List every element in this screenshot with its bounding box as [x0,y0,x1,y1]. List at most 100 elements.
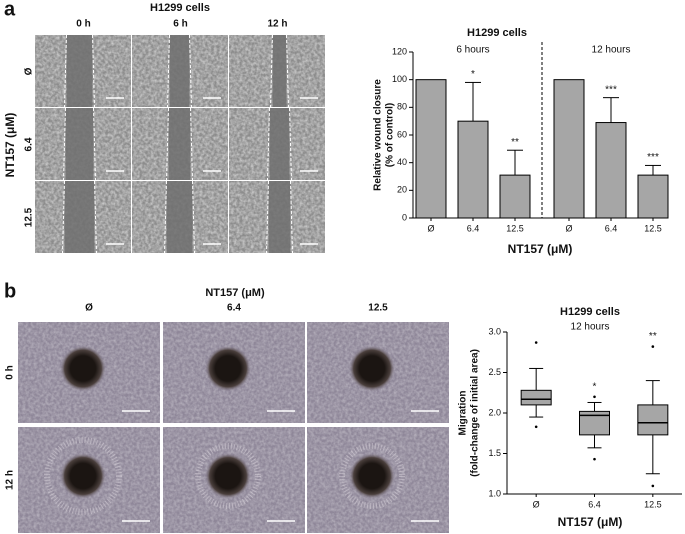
column-label: 6.4 [227,303,241,314]
wound-edge [266,180,269,254]
wound-edge [190,107,193,181]
bar [457,120,489,219]
bar [415,79,447,219]
bar [499,174,531,219]
micrographs [18,34,449,533]
significance: ** [511,137,519,148]
row-label: 6.4 [24,137,35,151]
x-tick-label: Ø [565,223,572,233]
y-tick-label: 1.0 [488,488,501,498]
y-tick-label: 2.5 [488,367,501,377]
wound-gap [268,181,291,253]
wound-edge [270,34,273,108]
spheroid [205,453,251,499]
y-tick-label: 120 [392,46,407,56]
wound-gap [269,108,290,180]
spheroid [205,345,251,392]
x-tick-label: 6.4 [467,223,480,233]
wound-gap [166,181,193,253]
y-axis-label: (% of control) [385,103,396,167]
x-axis-label: NT157 (μM) [508,242,573,256]
wound-gap [64,181,95,253]
chart-title: H1299 cells [560,306,620,318]
x-tick-label: 12.5 [644,499,662,509]
wound-edge [166,107,169,181]
y-tick-label: 3.0 [488,326,501,336]
chart-subtitle: 12 hours [571,322,610,333]
wound-edge [189,34,192,108]
wound-gap [65,108,94,180]
x-tick-label: Ø [427,223,434,233]
wound-edge [289,107,292,181]
row-label: 12 h [5,470,16,490]
significance: * [593,381,597,392]
x-tick-label: Ø [533,499,540,509]
bar [595,122,627,219]
panel-label: b [4,280,16,302]
outlier [593,457,596,461]
y-axis-label: Migration [458,391,469,436]
y-tick-label: 1.5 [488,448,501,458]
significance: *** [605,84,617,95]
bar [637,174,669,219]
migration-halo [195,443,261,509]
wound-edge [286,34,289,108]
outlier [593,395,596,399]
wound-edge [192,180,195,254]
spheroid [60,345,106,392]
x-tick-label: 6.4 [605,223,618,233]
wound-gap [66,35,93,107]
wound-edge [62,180,65,254]
wound-edge [167,34,170,108]
outlier [651,345,655,348]
x-tick-label: 12.5 [506,223,524,233]
wound-edge [290,180,293,254]
y-tick-label: 20 [397,185,407,195]
migration-halo [44,437,122,515]
y-axis-label: (fold-change of initial area) [470,349,481,477]
box [637,404,669,436]
y-tick-label: 0 [402,212,407,222]
y-tick-label: 40 [397,157,407,167]
panel-title: NT157 (μM) [205,287,265,299]
wound-edge [267,107,270,181]
outlier [534,341,538,344]
wound-edge [92,34,95,108]
group-label: 6 hours [456,45,489,56]
box [579,410,610,436]
column-label: 12.5 [368,303,388,314]
y-tick-label: 2.0 [488,407,501,417]
panel-label: a [4,0,16,20]
x-axis-label: NT157 (μM) [558,515,623,529]
y-tick-label: 60 [397,129,407,139]
row-label: 0 h [5,365,16,379]
y-tick-label: 80 [397,102,407,112]
box [520,389,552,406]
group-label: 12 hours [592,45,631,56]
row-label: 12.5 [24,207,35,227]
row-label: Ø [24,67,35,75]
significance: ** [649,331,657,342]
significance: * [471,69,475,80]
column-label: Ø [85,303,93,314]
wound-edge [164,180,167,254]
chart-title: H1299 cells [467,27,527,39]
row-axis-label: NT157 (μM) [3,113,17,178]
spheroid [60,453,106,499]
wound-edge [94,180,97,254]
y-axis-label: Relative wound closure [373,79,384,191]
wound-gap [272,35,287,107]
x-tick-label: 12.5 [644,223,662,233]
column-label: 0 h [76,19,90,30]
wound-gap [169,35,190,107]
significance: *** [647,152,659,163]
panel-title: H1299 cells [150,2,210,14]
column-label: 12 h [267,19,287,30]
y-tick-label: 100 [392,74,407,84]
wound-gap [168,108,191,180]
column-label: 6 h [173,19,187,30]
outlier [534,425,538,429]
outlier [651,484,655,488]
wound-edge [63,107,66,181]
